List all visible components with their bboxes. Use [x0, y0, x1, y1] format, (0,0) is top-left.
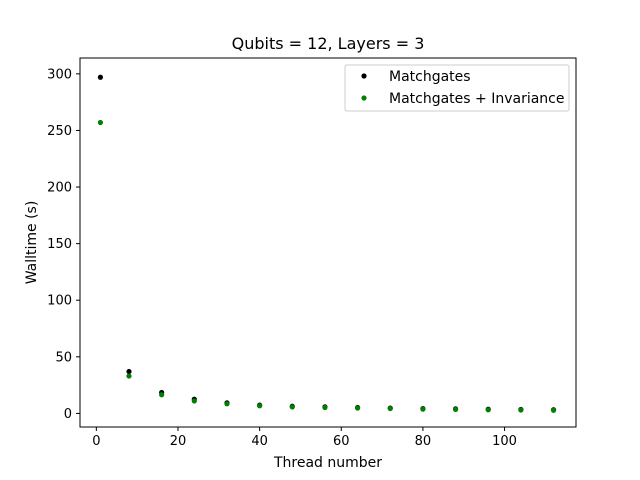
y-axis-label: Walltime (s)	[24, 201, 40, 285]
legend-box	[344, 64, 570, 112]
y-tick-label: 50	[55, 350, 72, 365]
point-matchgates	[97, 74, 104, 80]
plot-area	[80, 58, 576, 427]
x-tick-label: 100	[492, 434, 517, 449]
x-axis-label: Thread number	[273, 455, 382, 471]
legend-marker-matchgates	[361, 73, 367, 79]
y-tick-label: 200	[47, 181, 72, 196]
point-matchgates-invariance	[387, 405, 393, 412]
x-tick-label: 60	[333, 434, 350, 449]
x-axis-ticks: 0 20 40 60 80 100	[92, 427, 517, 449]
point-matchgates-invariance	[97, 119, 104, 126]
point-matchgates-invariance	[322, 404, 328, 411]
point-matchgates-invariance	[452, 406, 459, 413]
point-matchgates	[126, 368, 132, 375]
point-matchgates-invariance	[289, 404, 295, 410]
legend-marker-matchgates-invariance	[361, 95, 367, 101]
y-axis-ticks: 0 50 100 150 200 250 300	[47, 67, 80, 422]
point-matchgates-invariance	[126, 373, 132, 379]
y-tick-label: 0	[64, 407, 72, 422]
point-matchgates-invariance	[485, 407, 491, 413]
legend-label-matchgates-invariance: Matchgates + Invariance	[389, 91, 565, 107]
y-tick-label: 300	[47, 67, 72, 82]
point-matchgates-invariance	[257, 403, 263, 409]
x-tick-label: 0	[92, 434, 100, 449]
y-tick-label: 150	[47, 237, 72, 252]
chart-title: Qubits = 12, Layers = 3	[232, 34, 425, 53]
point-matchgates-invariance	[518, 407, 524, 413]
point-matchgates-invariance	[550, 407, 557, 413]
y-tick-label: 100	[47, 294, 72, 309]
data-points	[97, 74, 557, 413]
plot-frame	[79, 57, 577, 428]
point-matchgates-invariance	[354, 405, 361, 411]
point-matchgates-invariance	[224, 401, 230, 407]
x-tick-label: 20	[170, 434, 187, 449]
x-tick-label: 80	[415, 434, 432, 449]
point-matchgates-invariance	[159, 392, 165, 398]
y-tick-label: 250	[47, 124, 72, 139]
legend-label-matchgates: Matchgates	[389, 69, 471, 85]
point-matchgates-invariance	[191, 398, 197, 404]
x-tick-label: 40	[251, 434, 268, 449]
legend: Matchgates Matchgates + Invariance	[344, 64, 570, 112]
point-matchgates-invariance	[420, 406, 426, 412]
